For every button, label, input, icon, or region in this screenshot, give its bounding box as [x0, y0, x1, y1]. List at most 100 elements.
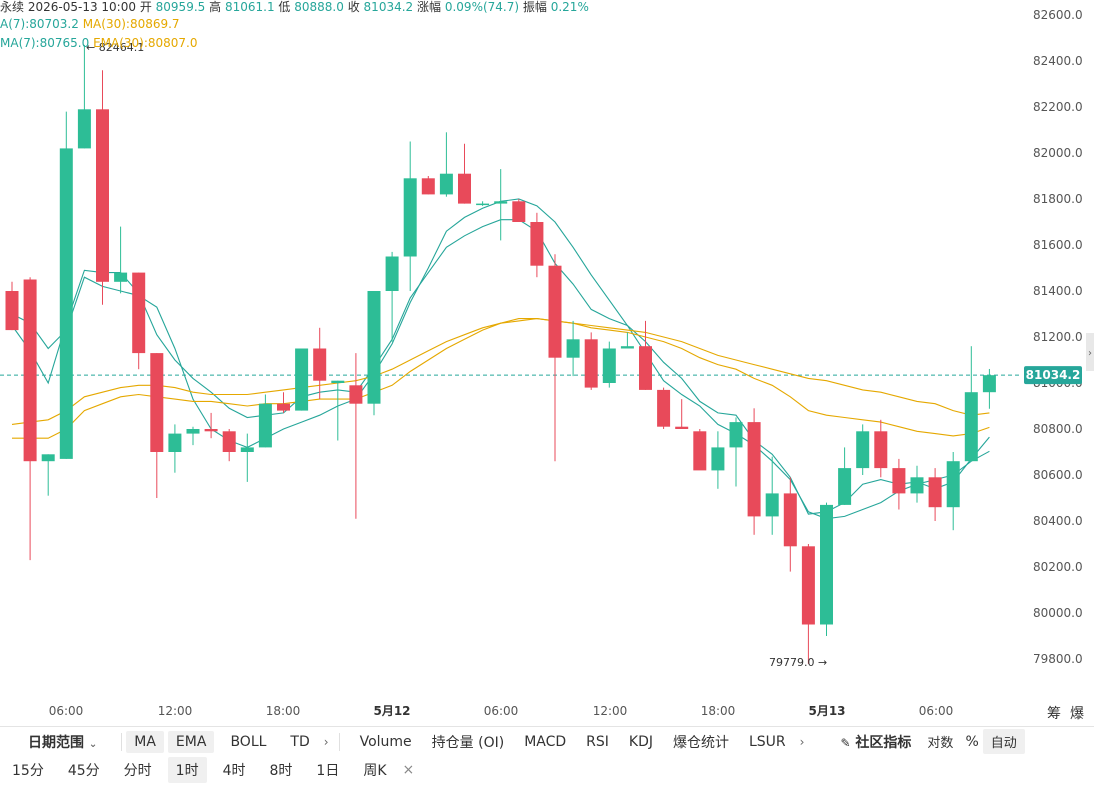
- candle-body[interactable]: [385, 256, 399, 292]
- candle-body[interactable]: [620, 346, 634, 349]
- period-45m[interactable]: 45分: [67, 763, 100, 779]
- high-label: 高: [209, 0, 222, 14]
- candle-body[interactable]: [874, 431, 888, 469]
- candle-body[interactable]: [295, 348, 309, 411]
- date-range-button[interactable]: 日期范围 ⌄: [20, 729, 105, 755]
- candle-body[interactable]: [856, 431, 870, 469]
- candle-body[interactable]: [41, 454, 55, 462]
- close-value: 81034.2: [363, 0, 414, 14]
- candle-body[interactable]: [132, 272, 146, 354]
- candle-body[interactable]: [403, 178, 417, 257]
- auto-scale-toggle[interactable]: 自动: [982, 729, 1025, 754]
- candle-body[interactable]: [783, 493, 797, 547]
- candle-body[interactable]: [602, 348, 616, 384]
- chart-canvas[interactable]: 82600.0 82400.0 82200.0 82000.0 81800.0 81600…: [0, 0, 1094, 725]
- candle-body[interactable]: [584, 339, 598, 388]
- x-tick-label: 18:00: [701, 704, 736, 718]
- log-scale-toggle[interactable]: 对数: [927, 736, 954, 751]
- candle-body[interactable]: [639, 346, 652, 390]
- candle-body[interactable]: [820, 504, 833, 625]
- high-annotation: ← 82464.1: [86, 41, 144, 54]
- candle-body[interactable]: [548, 265, 562, 358]
- candle-body[interactable]: [277, 403, 290, 411]
- indicator-ema[interactable]: EMA: [167, 730, 215, 753]
- chevron-right-icon[interactable]: ›: [799, 734, 805, 749]
- candle-body[interactable]: [928, 477, 942, 508]
- y-tick-label: 80000.0: [1033, 606, 1083, 620]
- candle-body[interactable]: [258, 403, 272, 448]
- x-tick-label: 12:00: [158, 704, 193, 718]
- period-4h[interactable]: 4时: [222, 763, 246, 779]
- candle-body[interactable]: [675, 426, 689, 429]
- panel-handle[interactable]: [1086, 333, 1094, 371]
- candle-body[interactable]: [59, 148, 73, 459]
- period-timeline[interactable]: 分时: [123, 763, 152, 779]
- candle-body[interactable]: [838, 468, 852, 505]
- close-icon[interactable]: ×: [402, 762, 415, 778]
- candle-body[interactable]: [458, 173, 471, 204]
- community-indicators-button[interactable]: ✎ 社区指标: [832, 729, 919, 755]
- tool-chips[interactable]: 筹: [1047, 705, 1061, 722]
- y-tick-label: 82200.0: [1033, 100, 1083, 114]
- candle-body[interactable]: [168, 433, 182, 452]
- date-range-label: 日期范围: [28, 734, 84, 751]
- candle-body[interactable]: [801, 546, 815, 625]
- indicator-oi[interactable]: 持仓量 (OI): [431, 734, 505, 751]
- period-1d[interactable]: 1日: [316, 763, 340, 779]
- candle-body[interactable]: [494, 201, 508, 204]
- indicator-rsi[interactable]: RSI: [586, 733, 609, 750]
- period-1w[interactable]: 周K: [363, 763, 387, 779]
- candle-body[interactable]: [530, 222, 544, 266]
- candle-body[interactable]: [77, 109, 91, 149]
- indicator-ma[interactable]: MA: [126, 730, 164, 753]
- candle-body[interactable]: [367, 291, 381, 404]
- candle-body[interactable]: [711, 447, 725, 471]
- chevron-right-icon[interactable]: ›: [323, 734, 329, 749]
- indicator-td[interactable]: TD: [290, 733, 310, 750]
- candlestick-chart[interactable]: 82600.0 82400.0 82200.0 82000.0 81800.0 81600…: [0, 0, 1094, 725]
- candle-body[interactable]: [982, 375, 996, 393]
- candle-body[interactable]: [313, 348, 327, 381]
- candle-body[interactable]: [765, 493, 779, 517]
- candle-body[interactable]: [946, 461, 960, 508]
- candle-body[interactable]: [222, 431, 236, 452]
- candle-body[interactable]: [186, 429, 200, 434]
- divider: [121, 732, 123, 751]
- close-label: 收: [347, 0, 360, 14]
- candle-body[interactable]: [114, 272, 128, 282]
- tool-liquidation[interactable]: 爆: [1070, 706, 1084, 722]
- candle-body[interactable]: [693, 431, 707, 471]
- candle-body[interactable]: [964, 392, 978, 462]
- chevron-right-icon[interactable]: ›: [1088, 348, 1092, 359]
- candle-body[interactable]: [910, 477, 924, 494]
- indicator-kdj[interactable]: KDJ: [628, 733, 653, 750]
- candle-body[interactable]: [5, 291, 19, 331]
- candle-body[interactable]: [657, 389, 671, 427]
- candle-body[interactable]: [349, 385, 363, 404]
- period-8h[interactable]: 8时: [269, 763, 293, 779]
- candle-body[interactable]: [476, 203, 490, 206]
- period-15m[interactable]: 15分: [12, 763, 44, 779]
- candle-body[interactable]: [150, 353, 164, 452]
- indicator-lsur[interactable]: LSUR: [749, 733, 786, 750]
- candle-body[interactable]: [566, 339, 580, 358]
- period-1h[interactable]: 1时: [167, 757, 207, 783]
- indicator-volume[interactable]: Volume: [359, 733, 412, 750]
- candle-body[interactable]: [204, 429, 218, 432]
- indicator-boll[interactable]: BOLL: [230, 733, 267, 750]
- candle-body[interactable]: [439, 173, 453, 195]
- percent-scale-toggle[interactable]: %: [965, 733, 979, 750]
- symbol-fragment: 永续: [0, 0, 25, 14]
- candle-body[interactable]: [23, 279, 37, 462]
- candle-body[interactable]: [331, 380, 345, 383]
- candle-body[interactable]: [512, 201, 526, 222]
- candle-body[interactable]: [747, 422, 761, 517]
- candle-body[interactable]: [96, 109, 109, 282]
- candle-body[interactable]: [421, 178, 435, 195]
- candle-body[interactable]: [892, 468, 906, 494]
- indicator-liquidation[interactable]: 爆仓统计: [673, 734, 729, 751]
- indicator-macd[interactable]: MACD: [524, 733, 567, 750]
- candle-body[interactable]: [729, 422, 743, 448]
- open-value: 80959.5: [155, 0, 206, 14]
- candle-body[interactable]: [240, 447, 254, 452]
